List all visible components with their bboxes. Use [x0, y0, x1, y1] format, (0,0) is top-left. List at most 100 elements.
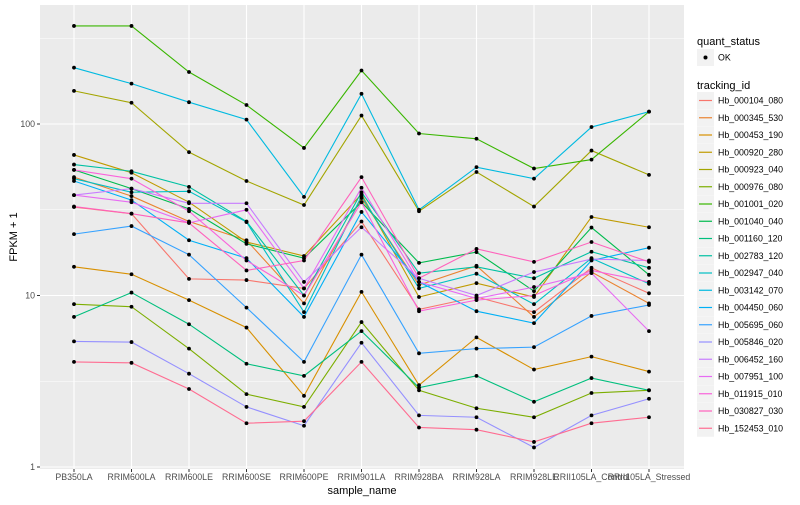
data-point-hb_001160_120: [417, 385, 421, 390]
data-point-hb_007951_100: [589, 271, 594, 276]
data-point-hb_007951_100: [129, 200, 134, 205]
data-point-hb_030827_030: [589, 240, 594, 244]
data-point-hb_001001_020: [474, 136, 479, 141]
data-point-hb_152453_010: [72, 360, 76, 364]
data-point-hb_005846_020: [72, 339, 76, 344]
x-tick-label: RRIM928LE: [510, 472, 558, 482]
data-point-hb_006452_160: [129, 186, 134, 191]
data-point-hb_011915_010: [532, 293, 536, 298]
legend-label: Hb_007951_100: [718, 372, 783, 382]
x-tick-label: RRIM928BA: [395, 472, 444, 482]
data-point-hb_000923_040: [72, 88, 76, 93]
data-point-hb_002783_120: [532, 276, 536, 281]
data-point-hb_006452_160: [302, 280, 306, 284]
legend-label-ok: OK: [718, 53, 731, 63]
data-point-hb_005846_020: [417, 413, 421, 418]
data-point-hb_002947_040: [474, 271, 479, 276]
data-point-hb_001160_120: [187, 322, 191, 327]
data-point-hb_030827_030: [359, 175, 364, 180]
legend-label: Hb_000923_040: [718, 165, 783, 175]
data-point-hb_011915_010: [647, 280, 651, 284]
data-point-hb_000453_190: [589, 354, 594, 359]
data-point-hb_000453_190: [187, 298, 191, 303]
data-point-hb_004450_060: [187, 238, 191, 243]
data-point-hb_006452_160: [359, 225, 364, 230]
data-point-hb_001001_020: [244, 103, 249, 107]
y-tick-label: 10: [25, 291, 35, 301]
data-point-hb_000453_190: [532, 367, 536, 372]
data-point-hb_001040_040: [647, 272, 651, 277]
data-point-hb_001160_120: [647, 388, 651, 393]
data-point-hb_001001_020: [187, 70, 191, 74]
data-point-hb_000345_530: [302, 301, 306, 306]
data-point-hb_001040_040: [474, 250, 479, 255]
data-point-hb_011915_010: [302, 293, 306, 298]
data-point-hb_006452_160: [187, 201, 191, 206]
data-point-hb_004450_060: [359, 210, 364, 214]
x-tick-label: PB350LA: [55, 472, 92, 482]
data-point-hb_005846_020: [129, 340, 134, 344]
y-tick-label: 1: [30, 462, 35, 472]
data-point-hb_000104_080: [359, 219, 364, 224]
data-point-hb_005695_060: [72, 232, 76, 237]
legend-label: Hb_000104_080: [718, 96, 783, 106]
data-point-hb_005695_060: [647, 303, 651, 307]
data-point-hb_001001_020: [129, 24, 134, 28]
data-point-hb_000453_190: [244, 325, 249, 330]
data-point-hb_004450_060: [302, 315, 306, 319]
legend-label: Hb_004450_060: [718, 303, 783, 313]
data-point-hb_030827_030: [417, 276, 421, 281]
x-tick-label: RRIM600PE: [280, 472, 329, 482]
data-point-hb_000923_040: [647, 172, 651, 177]
legend-label: Hb_002783_120: [718, 251, 783, 261]
legend-label: Hb_000976_080: [718, 182, 783, 192]
data-point-hb_152453_010: [474, 427, 479, 432]
data-point-hb_001001_020: [302, 146, 306, 150]
data-point-hb_001040_040: [532, 289, 536, 294]
x-tick-label: RRIM928LA: [453, 472, 501, 482]
data-point-hb_000923_040: [244, 179, 249, 183]
data-point-hb_000345_530: [417, 283, 421, 287]
data-point-hb_003142_070: [417, 207, 421, 212]
legend-label: Hb_006452_160: [718, 354, 783, 364]
data-point-hb_000976_080: [532, 415, 536, 420]
data-point-hb_005695_060: [129, 224, 134, 228]
data-point-hb_001160_120: [72, 315, 76, 319]
x-tick-label: RRIM600SE: [222, 472, 271, 482]
data-point-hb_000453_190: [302, 393, 306, 398]
data-point-hb_011915_010: [187, 209, 191, 214]
data-point-hb_002783_120: [417, 271, 421, 276]
legend-label: Hb_000453_190: [718, 130, 783, 140]
data-point-hb_011915_010: [359, 200, 364, 205]
y-axis: 1 10 100: [20, 119, 40, 472]
data-point-hb_007951_100: [359, 185, 364, 190]
data-point-hb_000923_040: [187, 150, 191, 155]
data-point-hb_000104_080: [187, 276, 191, 281]
data-point-hb_000345_530: [532, 315, 536, 319]
data-point-hb_002783_120: [187, 184, 191, 189]
x-tick-label: RRIM901LA: [338, 472, 386, 482]
data-point-hb_030827_030: [244, 268, 249, 273]
data-point-hb_000976_080: [359, 320, 364, 324]
data-point-hb_002947_040: [302, 310, 306, 315]
data-point-hb_005695_060: [302, 360, 306, 364]
data-point-hb_001160_120: [589, 376, 594, 380]
data-point-hb_001001_020: [417, 131, 421, 136]
data-point-hb_000976_080: [187, 346, 191, 351]
data-point-hb_001001_020: [532, 166, 536, 171]
data-point-hb_002947_040: [129, 190, 134, 195]
data-point-hb_007951_100: [72, 193, 76, 197]
data-point-hb_011915_010: [474, 298, 479, 303]
data-point-hb_007951_100: [302, 286, 306, 291]
data-point-hb_011915_010: [589, 268, 594, 273]
data-point-hb_000104_080: [532, 310, 536, 315]
data-point-hb_152453_010: [647, 415, 651, 420]
legend-shape-title: quant_status: [697, 36, 760, 48]
data-point-hb_002947_040: [417, 286, 421, 291]
data-point-hb_001160_120: [359, 329, 364, 334]
data-point-hb_002783_120: [129, 169, 134, 174]
x-tick-label: RRIM600LA: [108, 472, 156, 482]
data-point-hb_030827_030: [647, 260, 651, 264]
data-point-hb_002947_040: [359, 194, 364, 198]
